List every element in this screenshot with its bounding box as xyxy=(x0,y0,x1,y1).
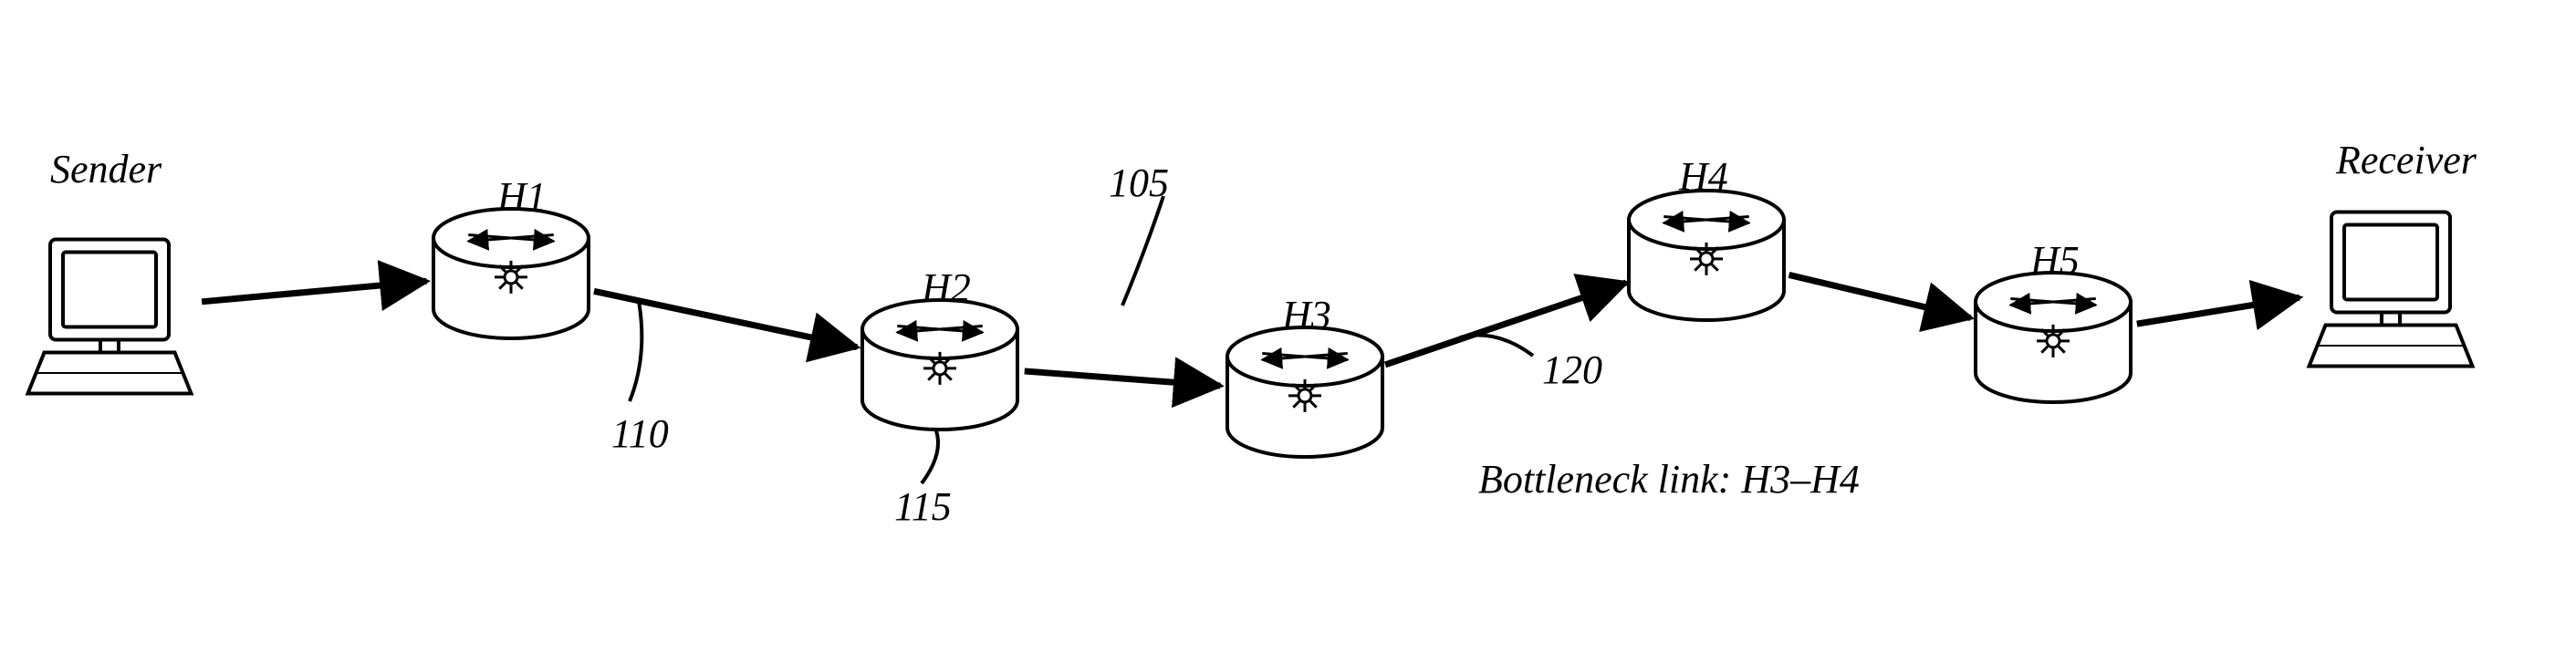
link-h4-h5 xyxy=(1789,275,1970,317)
link-h1-h2 xyxy=(594,291,857,347)
receiver-label: Receiver xyxy=(2336,137,2477,183)
h4-label: H4 xyxy=(1679,153,1728,200)
callout-110-label: 110 xyxy=(611,410,669,457)
callout-115-label: 115 xyxy=(894,483,952,530)
c105 xyxy=(1122,196,1163,306)
link-sender-h1 xyxy=(202,281,426,301)
h2-label: H2 xyxy=(922,264,971,311)
link-h5-receiver xyxy=(2137,297,2300,324)
callout-120-label: 120 xyxy=(1542,347,1602,393)
h5-label: H5 xyxy=(2030,237,2080,284)
h1-label: H1 xyxy=(497,173,547,220)
bottleneck-label: Bottleneck link: H3–H4 xyxy=(1478,456,1860,502)
h3-label: H3 xyxy=(1282,292,1331,338)
link-h2-h3 xyxy=(1025,371,1221,386)
c110 xyxy=(630,301,641,401)
network-diagram: Sender Receiver H1 H2 H3 H4 H5 105 110 115 120 Bott… xyxy=(0,0,2576,663)
callout-105-label: 105 xyxy=(1109,160,1169,206)
sender-label: Sender xyxy=(50,146,162,192)
